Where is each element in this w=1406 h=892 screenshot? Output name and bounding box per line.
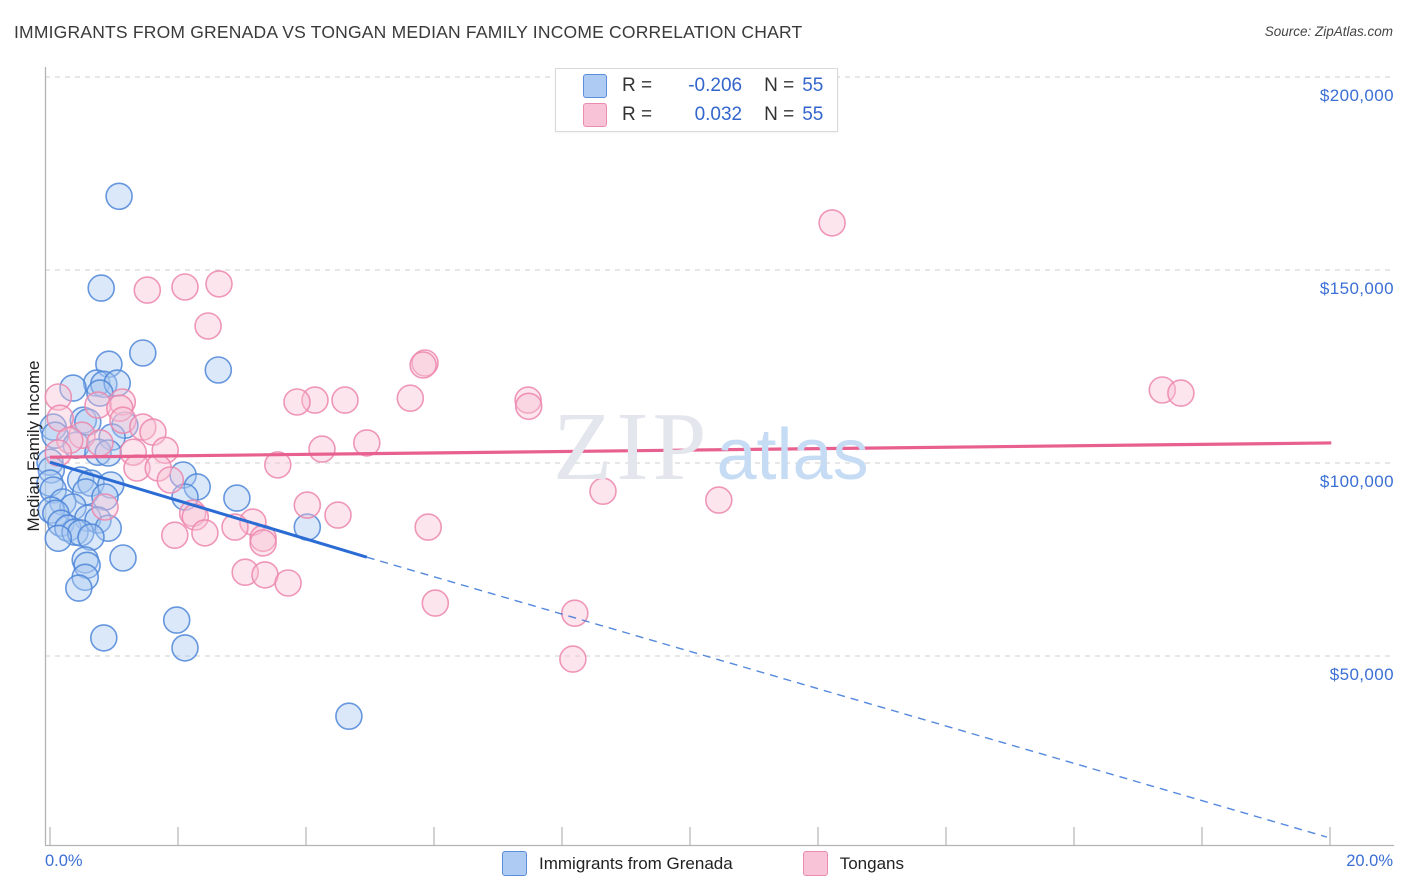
data-point-pink [171, 273, 199, 301]
data-point-blue [335, 702, 363, 731]
data-point-pink [514, 386, 542, 414]
n-label: N = [764, 74, 795, 96]
data-point-pink [84, 391, 112, 419]
x-axis-max-label: 20.0% [1346, 852, 1393, 870]
data-point-blue [109, 544, 137, 572]
data-point-blue [90, 624, 118, 652]
data-point-blue [65, 574, 93, 602]
data-point-pink [308, 435, 336, 463]
y-axis-tick-label: $50,000 [1329, 665, 1394, 684]
legend-item-tongans: Tongans [802, 851, 904, 876]
legend-row-grenada: R = -0.206 N = 55 [556, 73, 837, 98]
data-point-pink [293, 491, 322, 519]
data-point-blue [69, 406, 98, 435]
page-title: IMMIGRANTS FROM GRENADA VS TONGAN MEDIAN… [14, 22, 803, 42]
data-point-pink [1167, 379, 1195, 407]
data-point-pink [231, 558, 259, 587]
grenada-swatch-icon [583, 73, 607, 98]
data-point-blue [204, 356, 233, 384]
r-label: R = [622, 103, 653, 125]
grenada-legend-label: Immigrants from Grenada [539, 853, 733, 873]
data-point-pink [414, 513, 443, 541]
legend-item-grenada: Immigrants from Grenada [502, 851, 733, 876]
data-point-blue [84, 438, 112, 467]
data-point-pink [263, 451, 292, 479]
correlation-legend-box: R = -0.206 N = 55 R = 0.032 N = 55 [555, 68, 838, 132]
n-label: N = [764, 103, 795, 125]
data-point-blue [171, 634, 199, 662]
data-point-pink [44, 439, 73, 467]
x-axis-min-label: 0.0% [45, 852, 83, 870]
data-point-pink [560, 599, 589, 628]
data-point-blue [36, 469, 64, 497]
data-point-blue [59, 374, 87, 402]
y-axis-tick-label: $100,000 [1319, 472, 1394, 491]
tongans-swatch-icon [583, 102, 607, 127]
y-axis-tick-label: $150,000 [1319, 279, 1394, 298]
data-point-pink [324, 501, 352, 529]
trend-line-dashed-blue [366, 556, 1327, 838]
source-attribution: Source: ZipAtlas.com [1264, 24, 1393, 39]
trend-line-pink [49, 441, 1332, 459]
data-point-pink [409, 351, 437, 379]
y-axis-title: Median Family Income [24, 360, 43, 532]
data-point-pink [274, 569, 302, 597]
data-point-blue [87, 274, 115, 302]
series-legend: Immigrants from Grenada Tongans [0, 851, 1406, 876]
r-label: R = [622, 74, 653, 96]
data-point-blue [44, 524, 73, 553]
data-point-pink [331, 386, 359, 414]
data-point-pink [251, 561, 279, 589]
y-axis-tick-label: $200,000 [1319, 86, 1394, 105]
data-point-blue [94, 514, 122, 543]
data-point-pink [249, 529, 277, 557]
data-point-pink [161, 521, 189, 550]
data-point-pink [191, 519, 219, 547]
data-point-pink [205, 270, 233, 298]
r-value-tongans: 0.032 [694, 103, 743, 125]
data-point-pink [86, 429, 114, 457]
data-point-blue [77, 523, 105, 551]
data-point-pink [421, 589, 450, 617]
data-point-pink [194, 312, 222, 340]
data-point-pink [283, 388, 311, 416]
data-point-pink [704, 486, 733, 514]
data-point-pink [181, 503, 210, 531]
data-point-pink [156, 466, 185, 494]
data-point-pink [589, 477, 617, 506]
tongans-legend-swatch-icon [802, 851, 828, 876]
data-point-pink [411, 349, 439, 377]
data-point-blue [129, 339, 157, 367]
n-value-tongans: 55 [802, 103, 824, 125]
trend-line-blue [49, 460, 368, 559]
n-value-grenada: 55 [802, 74, 824, 96]
data-point-pink [91, 493, 119, 521]
data-point-pink [818, 209, 846, 237]
tongans-legend-label: Tongans [839, 853, 904, 873]
data-point-pink [559, 645, 587, 673]
grenada-legend-swatch-icon [502, 851, 528, 876]
data-point-blue [162, 606, 191, 634]
data-point-pink [44, 383, 73, 411]
data-point-blue [223, 484, 251, 512]
data-point-pink [352, 429, 381, 457]
data-point-pink [119, 438, 147, 467]
data-point-blue [105, 182, 133, 211]
r-value-grenada: -0.206 [688, 74, 743, 96]
data-point-blue [74, 408, 102, 436]
legend-row-tongans: R = 0.032 N = 55 [556, 102, 837, 127]
data-point-pink [396, 384, 425, 413]
data-point-pink [514, 392, 543, 421]
data-point-pink [133, 276, 162, 304]
